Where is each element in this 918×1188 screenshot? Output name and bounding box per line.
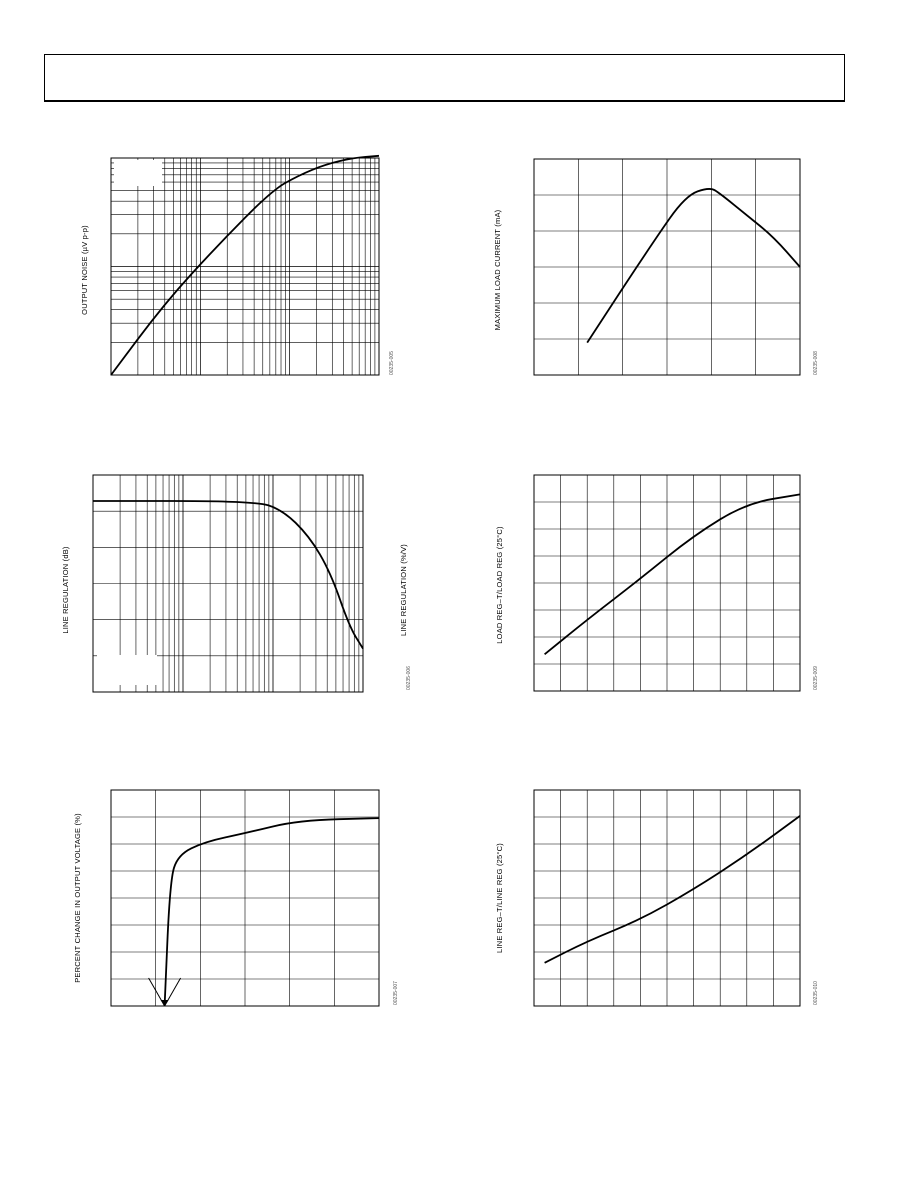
chart-series [110, 154, 380, 376]
chart-output-noise: OUTPUT NOISE (µV p-p) 00235-005 [80, 154, 395, 376]
y-axis-label: MAXIMUM LOAD CURRENT (mA) [493, 209, 502, 330]
figure-code: 00235-005 [389, 351, 395, 375]
y-axis-label: LINE REGULATION (dB) [61, 546, 70, 634]
figure-code: 00235-007 [393, 981, 399, 1005]
chart-grid [110, 157, 380, 376]
y-axis-label: OUTPUT NOISE (µV p-p) [80, 225, 89, 315]
chart-grid [533, 474, 801, 692]
chart-load-regulation-ratio: LOAD REG–T/LOAD REG (25°C) 00235-009 [495, 474, 819, 692]
series-line [544, 493, 801, 655]
figure-code: 00235-010 [813, 981, 819, 1005]
chart-grid [533, 789, 801, 1007]
chart-maximum-load-current: MAXIMUM LOAD CURRENT (mA) 00235-008 [493, 158, 819, 376]
figure-code: 00235-006 [406, 666, 412, 690]
chart-grid [92, 474, 364, 693]
chart-series [544, 815, 801, 964]
chart-series [163, 817, 380, 1007]
y-axis-label-right: LINE REGULATION (%/V) [399, 544, 408, 636]
chart-series [544, 493, 801, 655]
y-axis-label: LINE REG–T/LINE REG (25°C) [495, 843, 504, 953]
arrow-annotation [148, 977, 182, 1007]
chart-series [586, 188, 801, 344]
y-axis-label: PERCENT CHANGE IN OUTPUT VOLTAGE (%) [73, 813, 82, 983]
page-header-box [44, 54, 845, 102]
figure-code: 00235-009 [813, 666, 819, 690]
chart-grid [533, 158, 801, 376]
y-axis-label: LOAD REG–T/LOAD REG (25°C) [495, 526, 504, 644]
figure-code: 00235-008 [813, 351, 819, 375]
legend-box [114, 160, 162, 186]
legend-box [97, 655, 157, 685]
series-line [586, 188, 801, 344]
series-line [163, 817, 380, 1007]
arrow-head [160, 1000, 169, 1006]
series-line [110, 154, 380, 376]
series-line [93, 500, 364, 650]
chart-series [93, 500, 364, 650]
chart-line-regulation-ratio: LINE REG–T/LINE REG (25°C) 00235-010 [495, 789, 819, 1007]
chart-line-regulation: LINE REGULATION (dB) LINE REGULATION (%/… [61, 474, 412, 693]
chart-percent-change-output-voltage: PERCENT CHANGE IN OUTPUT VOLTAGE (%) 002… [73, 789, 399, 1007]
chart-grid [110, 789, 380, 1007]
series-line [544, 815, 801, 964]
